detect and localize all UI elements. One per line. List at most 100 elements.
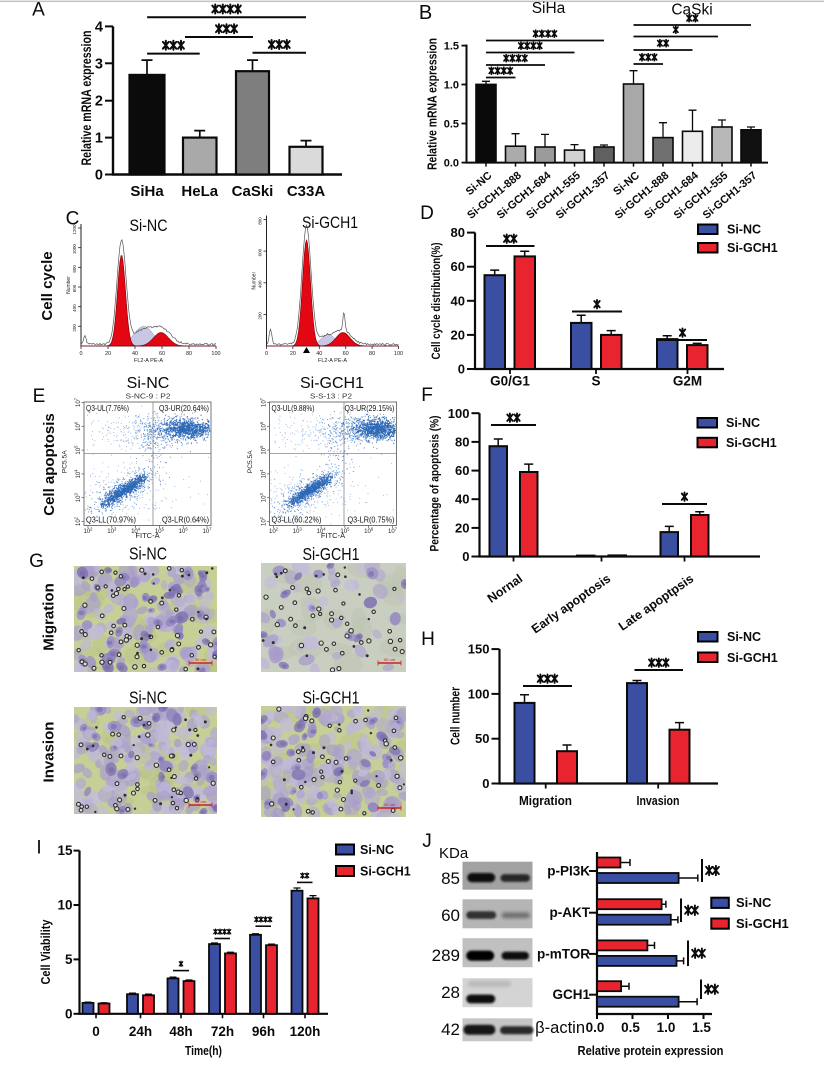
svg-text:50 um: 50 um [384,657,396,662]
svg-text:5: 5 [65,952,73,967]
svg-text:107: 107 [202,527,212,536]
svg-text:G2M: G2M [673,374,702,389]
svg-text:C: C [66,209,80,230]
svg-text:GCH1: GCH1 [552,987,590,1002]
svg-text:102: 102 [259,516,268,526]
svg-text:Q3-UL(9.88%): Q3-UL(9.88%) [272,404,315,413]
svg-text:0.0: 0.0 [586,1020,605,1035]
svg-text:102: 102 [74,516,83,526]
svg-text:50 um: 50 um [384,802,396,807]
svg-text:Si-GCH1: Si-GCH1 [360,865,411,879]
svg-text:2: 2 [95,94,103,110]
svg-text:S-NC-9 : P2: S-NC-9 : P2 [126,392,171,401]
svg-text:107: 107 [259,397,268,407]
svg-text:J: J [422,831,432,852]
svg-text:Si-GCH1: Si-GCH1 [726,436,777,450]
svg-text:FL2-A PE-A: FL2-A PE-A [134,358,163,364]
svg-text:Q3-UL(7.76%): Q3-UL(7.76%) [86,404,129,413]
svg-text:72h: 72h [211,1024,234,1039]
svg-text:106: 106 [259,421,268,431]
svg-text:80: 80 [369,351,375,357]
svg-text:102: 102 [83,527,93,536]
svg-text:SiHa: SiHa [532,0,566,17]
svg-text:p-PI3K: p-PI3K [547,864,590,879]
svg-text:104: 104 [131,527,141,536]
svg-text:20: 20 [451,327,465,342]
svg-text:20: 20 [290,351,296,357]
svg-text:289: 289 [432,946,460,965]
svg-text:B: B [419,2,432,24]
svg-text:CaSki: CaSki [671,2,712,19]
svg-text:Invasion: Invasion [637,793,680,808]
svg-text:107: 107 [74,397,83,407]
svg-text:103: 103 [259,493,268,503]
svg-text:CaSki: CaSki [232,183,274,200]
svg-text:Si-GCH1: Si-GCH1 [727,651,778,665]
svg-text:Si-NC: Si-NC [736,895,772,910]
svg-text:S-S-13 : P2: S-S-13 : P2 [310,392,352,401]
svg-text:0: 0 [92,1024,100,1039]
svg-text:0.5: 0.5 [621,1020,640,1035]
svg-text:F: F [421,385,433,406]
svg-text:15: 15 [57,843,73,858]
svg-text:Si-GCH1: Si-GCH1 [736,916,789,931]
svg-text:1200: 1200 [72,224,77,235]
svg-text:106: 106 [74,421,83,431]
svg-text:60: 60 [451,259,465,274]
svg-text:Si-NC: Si-NC [727,630,761,644]
svg-text:40: 40 [455,492,469,507]
svg-text:Si-GCH1: Si-GCH1 [303,688,360,708]
svg-text:I: I [36,838,41,859]
svg-text:200: 200 [72,324,77,332]
svg-text:Time(h): Time(h) [185,1043,222,1058]
svg-text:102: 102 [269,527,279,536]
svg-text:PC5.5A: PC5.5A [62,450,69,473]
svg-text:Cell number: Cell number [449,687,463,745]
svg-text:105: 105 [155,527,165,536]
svg-text:60: 60 [159,351,165,357]
svg-text:400: 400 [72,304,77,312]
svg-text:104: 104 [317,527,327,536]
svg-text:Cell apoptosis: Cell apoptosis [41,413,58,516]
svg-text:0: 0 [462,549,469,564]
svg-text:103: 103 [107,527,117,536]
svg-text:Si-GCH1: Si-GCH1 [300,375,364,392]
svg-text:100: 100 [448,406,470,421]
svg-text:Relative mRNA expression: Relative mRNA expression [79,31,94,166]
svg-text:p-mTOR: p-mTOR [537,946,590,961]
svg-text:0.0: 0.0 [444,158,459,170]
svg-text:FITC-A: FITC-A [321,531,345,540]
svg-text:800: 800 [258,217,263,225]
svg-text:FL2-A PE-A: FL2-A PE-A [318,358,347,364]
svg-text:40: 40 [132,351,138,357]
svg-text:SiHa: SiHa [130,183,164,200]
svg-text:Cell Viability: Cell Viability [38,919,53,985]
svg-text:400: 400 [258,280,263,288]
svg-text:60: 60 [343,351,349,357]
svg-text:Q3-LL(70.97%): Q3-LL(70.97%) [86,516,136,525]
svg-text:107: 107 [388,527,398,536]
svg-text:0: 0 [79,351,82,357]
svg-text:Si-NC: Si-NC [360,843,394,857]
svg-text:Si-NC: Si-NC [129,688,167,708]
svg-text:G: G [29,551,44,572]
svg-text:G0/G1: G0/G1 [490,374,530,389]
svg-text:40: 40 [316,351,322,357]
svg-text:Number: Number [252,272,258,290]
svg-text:Relative protein expression: Relative protein expression [578,1043,724,1058]
svg-text:105: 105 [74,445,83,455]
svg-text:100: 100 [394,351,403,357]
svg-text:20: 20 [455,520,469,535]
svg-text:Number: Number [66,276,72,294]
svg-text:28: 28 [441,983,460,1002]
svg-text:42: 42 [441,1020,460,1039]
svg-text:150: 150 [468,642,490,657]
svg-text:E: E [33,386,46,407]
svg-text:Q3-LL(60.22%): Q3-LL(60.22%) [272,516,322,525]
svg-text:105: 105 [259,445,268,455]
svg-text:1000: 1000 [72,244,77,255]
svg-text:0: 0 [482,776,489,791]
svg-text:Cell cycle: Cell cycle [39,251,56,320]
svg-text:10: 10 [57,898,72,913]
svg-text:103: 103 [74,493,83,503]
